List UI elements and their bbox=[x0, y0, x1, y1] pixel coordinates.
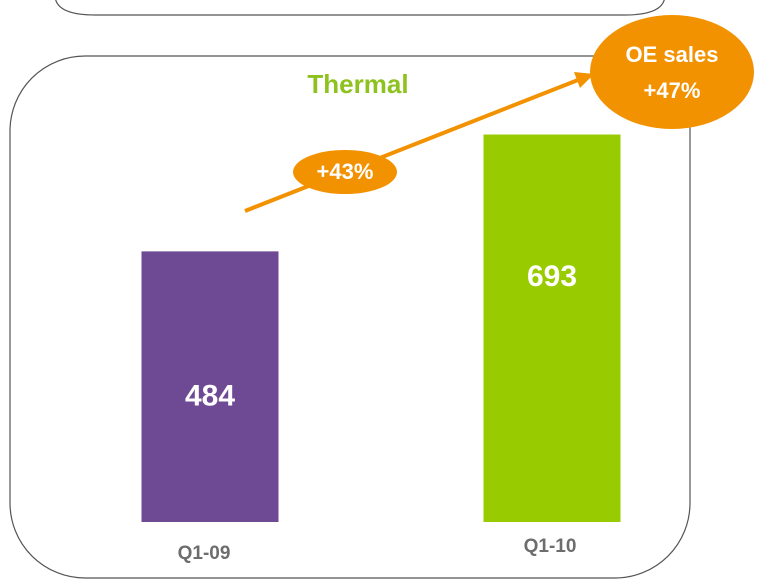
x-tick-label: Q1-09 bbox=[178, 543, 231, 564]
panel bbox=[9, 55, 691, 579]
callout-line: +47% bbox=[644, 78, 701, 103]
arrow-head bbox=[574, 72, 594, 88]
top-panel bbox=[55, 0, 665, 16]
x-tick-label: Q1-10 bbox=[524, 536, 577, 557]
growth-label: +43% bbox=[317, 159, 374, 184]
chart-title: Thermal bbox=[307, 69, 408, 99]
bar bbox=[141, 251, 279, 522]
value-label: 693 bbox=[527, 260, 577, 293]
callout-badge bbox=[590, 15, 754, 129]
bar bbox=[483, 134, 621, 523]
callout-line: OE sales bbox=[626, 42, 719, 67]
value-label: 484 bbox=[185, 379, 235, 412]
growth-badge bbox=[293, 150, 397, 194]
growth-arrow bbox=[244, 78, 579, 213]
